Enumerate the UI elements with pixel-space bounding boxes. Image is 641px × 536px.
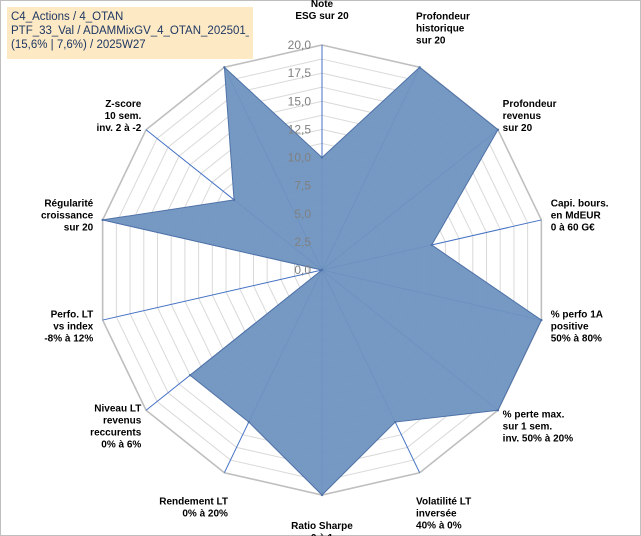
axis-label: Profondeur historique sur 20 — [416, 12, 470, 47]
axis-label-line: Note — [311, 0, 334, 10]
info-line-1: C4_Actions / 4_OTAN — [11, 11, 124, 23]
data-point — [320, 268, 324, 272]
axis-label-line: inversée — [416, 508, 457, 519]
data-point — [540, 318, 543, 322]
axis-label-line: -8% à 12% — [44, 333, 93, 344]
axis-label: Régularité croissance sur 20 — [41, 199, 94, 234]
axis-label-line: inv. 50% à 20% — [503, 433, 574, 444]
data-point — [496, 409, 500, 412]
axis-label: Note ESG sur 20 — [295, 0, 349, 22]
axis-label-line: Perfo. LT — [51, 309, 94, 320]
axis-label: Capi. bours. en MdEUR 0 à 60 G€ — [551, 199, 609, 234]
axis-label-line: Profondeur — [503, 99, 557, 110]
axis-label-line: historique — [416, 24, 465, 35]
radial-tick-label: 2,5 — [294, 235, 311, 249]
radial-tick-label: 10,0 — [288, 151, 312, 165]
axis-label-line: 50% à 80% — [551, 333, 602, 344]
data-point — [232, 198, 236, 202]
axis-label-line: sur 20 — [503, 123, 533, 134]
axis-label-line: croissance — [41, 211, 94, 222]
axis-label: Z-score 10 sem. inv. 2 à -2 — [96, 99, 141, 134]
axis-label: % perfo 1A positive 50% à 80% — [551, 309, 603, 344]
data-point — [101, 218, 104, 222]
axis-label-line: revenus — [503, 111, 542, 122]
data-point — [320, 156, 324, 159]
axis-label: % perte max. sur 1 sem. inv. 50% à 20% — [503, 409, 574, 444]
radial-tick-label: 20,0 — [288, 38, 312, 52]
radial-tick-label: 17,5 — [288, 66, 312, 80]
axis-label-line: 10 sem. — [105, 111, 142, 122]
axis-label-line: 40% à 0% — [416, 520, 462, 531]
axis-label-line: revenus — [103, 415, 142, 426]
radial-tick-label: 15,0 — [288, 94, 312, 108]
axis-label: Perfo. LT vs index -8% à 12% — [44, 309, 93, 344]
axis-label-line: Niveau LT — [94, 403, 141, 414]
info-line-2: PTF_33_Val / ADAMMixGV_4_OTAN_202501_15_… — [11, 25, 249, 37]
radial-tick-label: 12,5 — [288, 122, 312, 136]
axis-label-line: % perfo 1A — [551, 309, 603, 320]
axis-label-line: en MdEUR — [551, 211, 602, 222]
axis-label: Profondeur revenus sur 20 — [503, 99, 557, 134]
data-point — [247, 420, 250, 424]
portfolio-info-box: C4_Actions / 4_OTAN PTF_33_Val / ADAMMix… — [7, 7, 253, 59]
axis-label-line: 0 à 60 G€ — [551, 223, 595, 234]
axis-label-line: ESG sur 20 — [295, 11, 349, 22]
radial-tick-label: 7,5 — [294, 179, 311, 193]
axis-label-line: sur 20 — [64, 223, 94, 234]
axis-label-line: reccurents — [90, 427, 142, 438]
axis-label-line: sur 1 sem. — [503, 421, 553, 432]
axis-label-line: 0% à 6% — [101, 439, 141, 450]
data-point — [496, 128, 500, 131]
data-point — [418, 66, 421, 69]
axis-label: Niveau LT revenus reccurents 0% à 6% — [90, 403, 142, 450]
radial-tick-label: 0,0 — [294, 263, 311, 277]
axis-label-line: positive — [551, 321, 589, 332]
axis-label-line: Volatilité LT — [416, 496, 471, 507]
axis-label: Volatilité LT inversée 40% à 0% — [416, 496, 471, 531]
data-point — [430, 243, 433, 247]
axis-label-line: Z-score — [105, 99, 142, 110]
axis-label-line: 0% à 20% — [182, 508, 228, 519]
axis-label-line: sur 20 — [416, 36, 446, 47]
data-point — [188, 374, 192, 377]
radial-tick-label: 5,0 — [294, 207, 311, 221]
series-layer — [101, 66, 543, 497]
data-point — [320, 493, 324, 497]
axis-label-line: inv. 2 à -2 — [96, 123, 141, 134]
info-line-3: (15,6% | 7,6%) / 2025W27 — [11, 39, 146, 51]
axis-label-line: vs index — [53, 321, 93, 332]
data-point — [394, 420, 397, 424]
tick-layer: 0,0 2,5 5,0 7,5 10,0 12,5 15,0 17,5 20,0 — [288, 38, 312, 277]
axis-label-line: Profondeur — [416, 12, 470, 23]
axis-label-line: 0 à 1 — [311, 533, 334, 536]
data-point — [223, 66, 226, 69]
axis-label: Rendement LT 0% à 20% — [159, 496, 228, 519]
axis-spoke — [102, 269, 323, 321]
axis-label-line: % perte max. — [503, 409, 565, 420]
axis-label: Ratio Sharpe0 à 1 — [291, 521, 353, 536]
axis-label-line: Capi. bours. — [551, 199, 609, 210]
axis-label-line: Ratio Sharpe — [291, 521, 353, 532]
axis-label-line: Rendement LT — [159, 496, 228, 507]
axis-label-line: Régularité — [44, 199, 93, 210]
